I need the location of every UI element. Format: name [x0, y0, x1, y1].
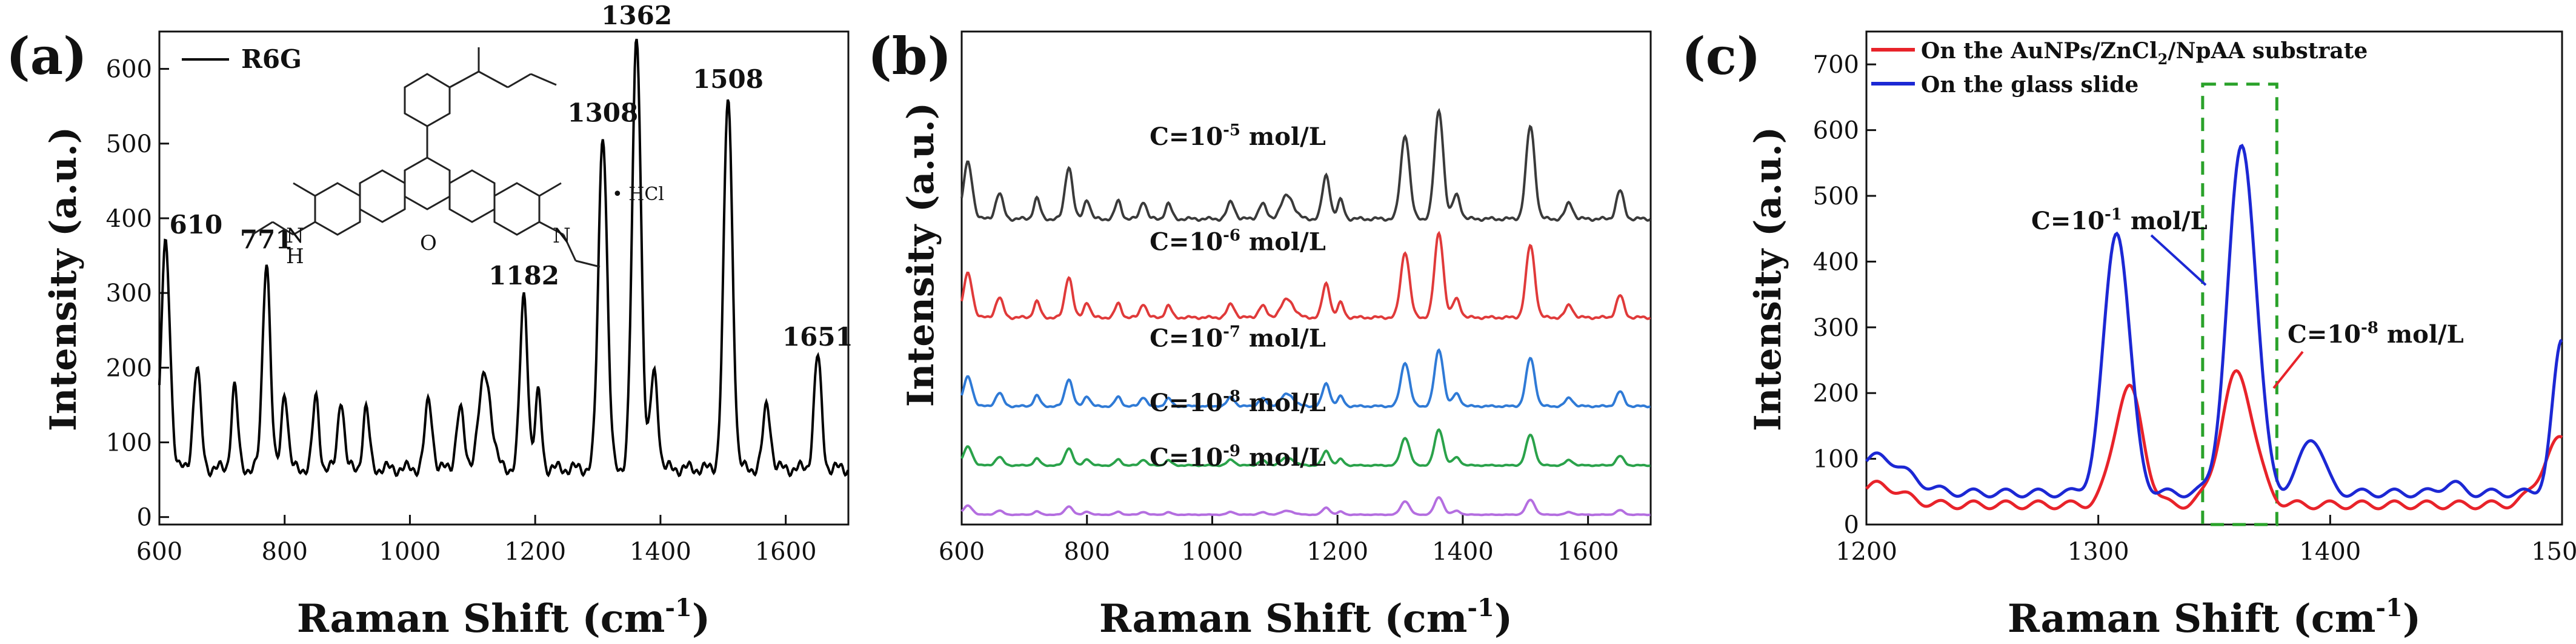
peak-label: 1182 — [488, 261, 559, 290]
annotation-1e-8: C=10-8 mol/L — [2288, 319, 2464, 349]
substrate-spectrum-line — [1865, 369, 2563, 511]
panel-a-legend: R6G — [182, 44, 302, 74]
series-line — [960, 496, 1651, 517]
y-tick-label: 300 — [106, 280, 152, 307]
panel-a-ylabel: Intensity (a.u.) — [42, 127, 85, 431]
panel-b-axes: 600 800 1000 1200 1400 1600 — [939, 515, 1619, 566]
panel-b-series-labels: C=10-5 mol/L C=10-6 mol/L C=10-7 mol/L C=10… — [1150, 121, 1326, 472]
y-tick-label: 400 — [106, 205, 152, 233]
panel-b-ylabel: Intensity (a.u.) — [900, 102, 942, 407]
y-tick-label: 0 — [1844, 511, 1859, 539]
peak-label: 1308 — [567, 98, 638, 127]
x-tick-label: 1000 — [379, 538, 441, 566]
peak-label: 610 — [170, 210, 223, 240]
r6g-structure-diagram — [251, 47, 601, 268]
panel-b-series — [960, 108, 1651, 517]
y-tick-label: 200 — [106, 354, 152, 382]
y-tick-label: 400 — [1813, 248, 1859, 276]
panel-a-label: (a) — [6, 26, 87, 86]
series-line — [960, 428, 1651, 468]
legend-label-r6g: R6G — [241, 44, 302, 74]
legend-label-substrate: On the AuNPs/ZnCl2/NpAA substrate — [1921, 38, 2368, 68]
panel-a: (a) 600 800 1000 1200 1400 1600 0 100 200 300 400 5… — [6, 1, 853, 642]
x-tick-label: 1000 — [1182, 538, 1243, 566]
panel-a-frame — [158, 30, 850, 526]
annotation-1e-8-pointer — [2272, 351, 2304, 389]
x-tick-label: 1400 — [630, 538, 691, 566]
x-tick-label: 1600 — [1557, 538, 1619, 566]
y-tick-label: 100 — [106, 429, 152, 457]
x-tick-label: 800 — [1064, 538, 1110, 566]
y-tick-label: 600 — [106, 56, 152, 84]
y-tick-label: 500 — [1813, 183, 1859, 210]
annotation-1e-1-pointer — [2150, 234, 2207, 286]
panel-a-axes: 600 800 1000 1200 1400 1600 0 100 200 300 400 500 60… — [106, 56, 817, 566]
legend-label-glass: On the glass slide — [1921, 72, 2138, 98]
series-label: C=10-7 mol/L — [1150, 323, 1326, 352]
r6g-spectrum-line — [158, 38, 850, 478]
panel-b: (b) 600 800 1000 1200 1400 1600 C=10-5 mol/LC… — [868, 26, 1652, 642]
highlight-box-1362 — [2201, 82, 2278, 526]
peak-label: 1508 — [693, 64, 764, 94]
x-tick-label: 1400 — [2299, 538, 2361, 566]
y-tick-label: 200 — [1813, 380, 1859, 408]
series-label: C=10-9 mol/L — [1150, 442, 1326, 472]
series-label: C=10-8 mol/L — [1150, 387, 1326, 417]
y-tick-label: 100 — [1813, 446, 1859, 474]
panel-b-xlabel: Raman Shift (cm-1) — [1099, 594, 1513, 642]
x-tick-label: 1200 — [1306, 538, 1368, 566]
series-label: C=10-5 mol/L — [1150, 121, 1326, 151]
panel-a-xlabel: Raman Shift (cm-1) — [297, 594, 710, 642]
y-tick-label: 600 — [1813, 117, 1859, 145]
peak-label: 1362 — [601, 1, 672, 30]
y-tick-label: 500 — [106, 130, 152, 158]
annotation-1e-1: C=10-1 mol/L — [2031, 206, 2208, 235]
glass-slide-spectrum-line — [1865, 143, 2563, 499]
series-line — [960, 230, 1651, 320]
panel-c-ylabel: Intensity (a.u.) — [1747, 127, 1789, 431]
series-line — [960, 348, 1651, 409]
panel-c-annotations: C=10-1 mol/L C=10-8 mol/L — [2031, 206, 2464, 389]
x-tick-label: 1200 — [504, 538, 566, 566]
x-tick-label: 1400 — [1432, 538, 1494, 566]
series-line — [960, 108, 1651, 223]
y-tick-label: 0 — [137, 504, 152, 532]
x-tick-label: 600 — [136, 538, 182, 566]
molecule-label-h: H — [286, 244, 304, 269]
y-tick-label: 700 — [1813, 51, 1859, 79]
x-tick-label: 600 — [939, 538, 985, 566]
x-tick-label: 800 — [262, 538, 308, 566]
x-tick-label: 1200 — [1835, 538, 1897, 566]
molecule-label-o: O — [420, 231, 437, 255]
molecule-label-hcl: • HCl — [612, 184, 664, 205]
panel-b-frame — [960, 30, 1652, 526]
x-tick-label: 1600 — [755, 538, 817, 566]
peak-label: 1651 — [782, 322, 853, 352]
panel-c-xlabel: Raman Shift (cm-1) — [2008, 594, 2421, 642]
panel-b-label: (b) — [868, 26, 951, 86]
panel-c-legend: On the AuNPs/ZnCl2/NpAA substrate On the… — [1871, 38, 2368, 98]
panel-c-label: (c) — [1682, 26, 1761, 86]
x-tick-label: 1300 — [2068, 538, 2129, 566]
molecule-label-n1: N — [286, 224, 304, 248]
y-tick-label: 300 — [1813, 314, 1859, 342]
series-label: C=10-6 mol/L — [1150, 226, 1326, 256]
molecule-label-n2: N — [553, 224, 571, 248]
